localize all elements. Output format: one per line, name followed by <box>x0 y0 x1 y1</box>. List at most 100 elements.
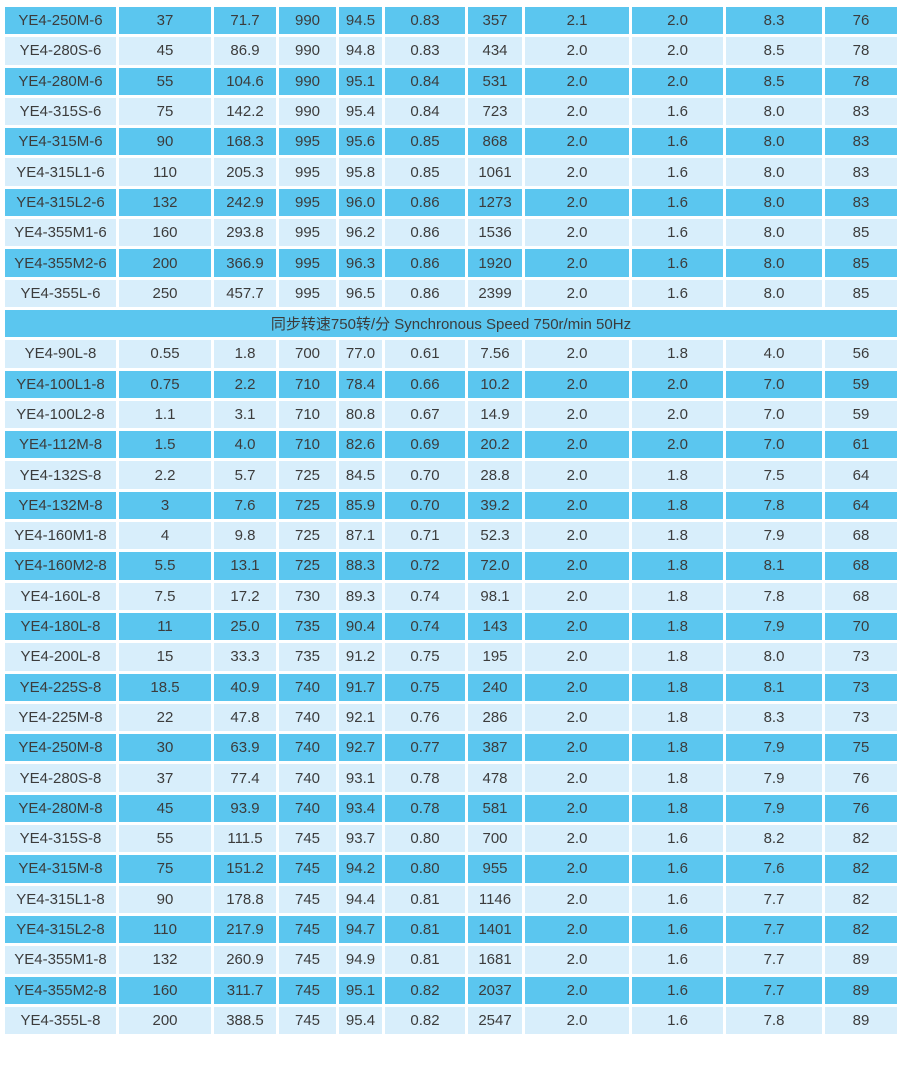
value-cell: 0.81 <box>385 915 465 944</box>
value-cell: 1.6 <box>632 97 723 126</box>
model-cell: YE4-250M-8 <box>5 734 116 762</box>
table-row: YE4-315L1-6 110 205.3 995 95.8 0.85 1061 2.0 1.6… <box>5 158 897 186</box>
table-row: YE4-160L-8 7.5 17.2 730 89.3 0.74 98.1 2.0 1.8 7.… <box>5 582 897 610</box>
value-cell: 2.0 <box>525 37 629 65</box>
value-cell: 1920 <box>468 249 522 277</box>
table-row: YE4-355L-8 200 388.5 745 95.4 0.82 2547 2.0 1.6 7… <box>5 1006 897 1035</box>
value-cell: 2.0 <box>525 1006 629 1035</box>
value-cell: 2.0 <box>525 703 629 732</box>
value-cell: 8.0 <box>726 188 822 217</box>
section-band-label: 同步转速750转/分 Synchronous Speed 750r/min 50… <box>5 309 897 338</box>
value-cell: 955 <box>468 855 522 883</box>
value-cell: 0.75 <box>119 370 211 398</box>
value-cell: 1.6 <box>632 128 723 156</box>
value-cell: 723 <box>468 97 522 126</box>
value-cell: 76 <box>825 794 897 823</box>
value-cell: 0.67 <box>385 400 465 429</box>
value-cell: 2.0 <box>525 97 629 126</box>
value-cell: 2.0 <box>525 552 629 580</box>
value-cell: 2.0 <box>525 491 629 520</box>
value-cell: 0.86 <box>385 188 465 217</box>
value-cell: 33.3 <box>214 643 276 671</box>
value-cell: 7.9 <box>726 522 822 550</box>
value-cell: 2.0 <box>525 825 629 853</box>
value-cell: 9.8 <box>214 522 276 550</box>
value-cell: 242.9 <box>214 188 276 217</box>
value-cell: 8.0 <box>726 97 822 126</box>
value-cell: 89 <box>825 976 897 1004</box>
table-row: YE4-315L1-8 90 178.8 745 94.4 0.81 1146 2.0 1.6 7… <box>5 885 897 913</box>
value-cell: 94.5 <box>339 7 382 35</box>
model-cell: YE4-355L-8 <box>5 1006 116 1035</box>
value-cell: 745 <box>279 825 336 853</box>
value-cell: 45 <box>119 794 211 823</box>
value-cell: 68 <box>825 552 897 580</box>
value-cell: 0.72 <box>385 552 465 580</box>
value-cell: 2.0 <box>525 976 629 1004</box>
value-cell: 55 <box>119 67 211 95</box>
value-cell: 1.8 <box>632 643 723 671</box>
value-cell: 89.3 <box>339 582 382 610</box>
model-cell: YE4-280S-8 <box>5 764 116 792</box>
model-cell: YE4-355M1-8 <box>5 946 116 974</box>
value-cell: 85 <box>825 249 897 277</box>
value-cell: 95.8 <box>339 158 382 186</box>
value-cell: 286 <box>468 703 522 732</box>
value-cell: 2.0 <box>525 794 629 823</box>
value-cell: 8.0 <box>726 128 822 156</box>
value-cell: 0.84 <box>385 97 465 126</box>
value-cell: 240 <box>468 673 522 701</box>
value-cell: 47.8 <box>214 703 276 732</box>
value-cell: 88.3 <box>339 552 382 580</box>
value-cell: 868 <box>468 128 522 156</box>
model-cell: YE4-160M2-8 <box>5 552 116 580</box>
value-cell: 1.8 <box>632 734 723 762</box>
table-row: YE4-355M1-8 132 260.9 745 94.9 0.81 1681 2.0 1.6… <box>5 946 897 974</box>
value-cell: 1.6 <box>632 946 723 974</box>
value-cell: 4 <box>119 522 211 550</box>
value-cell: 1.1 <box>119 400 211 429</box>
value-cell: 7.56 <box>468 340 522 368</box>
value-cell: 1.6 <box>632 219 723 247</box>
value-cell: 18.5 <box>119 673 211 701</box>
value-cell: 434 <box>468 37 522 65</box>
value-cell: 8.0 <box>726 158 822 186</box>
value-cell: 710 <box>279 370 336 398</box>
value-cell: 990 <box>279 97 336 126</box>
value-cell: 2.2 <box>214 370 276 398</box>
model-cell: YE4-315S-6 <box>5 97 116 126</box>
value-cell: 94.4 <box>339 885 382 913</box>
value-cell: 1.6 <box>632 158 723 186</box>
value-cell: 995 <box>279 128 336 156</box>
value-cell: 160 <box>119 976 211 1004</box>
value-cell: 86.9 <box>214 37 276 65</box>
value-cell: 1.6 <box>632 279 723 307</box>
value-cell: 531 <box>468 67 522 95</box>
value-cell: 84.5 <box>339 461 382 489</box>
value-cell: 92.7 <box>339 734 382 762</box>
value-cell: 1.8 <box>632 461 723 489</box>
value-cell: 64 <box>825 461 897 489</box>
value-cell: 1.8 <box>632 673 723 701</box>
value-cell: 8.5 <box>726 67 822 95</box>
value-cell: 740 <box>279 764 336 792</box>
value-cell: 110 <box>119 158 211 186</box>
value-cell: 1.6 <box>632 188 723 217</box>
value-cell: 7.5 <box>119 582 211 610</box>
value-cell: 7.8 <box>726 491 822 520</box>
value-cell: 1.8 <box>214 340 276 368</box>
value-cell: 37 <box>119 764 211 792</box>
value-cell: 0.81 <box>385 946 465 974</box>
value-cell: 0.82 <box>385 1006 465 1035</box>
value-cell: 82 <box>825 885 897 913</box>
value-cell: 205.3 <box>214 158 276 186</box>
value-cell: 0.61 <box>385 340 465 368</box>
value-cell: 990 <box>279 67 336 95</box>
value-cell: 14.9 <box>468 400 522 429</box>
value-cell: 94.2 <box>339 855 382 883</box>
value-cell: 0.74 <box>385 612 465 641</box>
model-cell: YE4-280M-8 <box>5 794 116 823</box>
value-cell: 63.9 <box>214 734 276 762</box>
value-cell: 0.69 <box>385 431 465 459</box>
value-cell: 357 <box>468 7 522 35</box>
